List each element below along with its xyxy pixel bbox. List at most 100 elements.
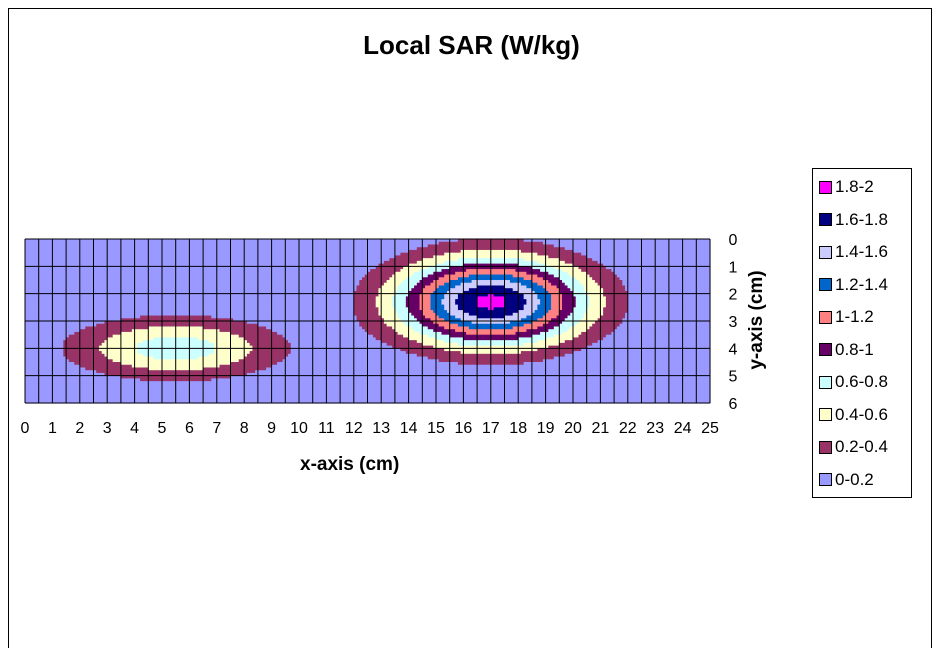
contour-cell: [216, 362, 221, 366]
contour-cell: [208, 372, 212, 377]
contour-cell: [172, 271, 177, 276]
contour-cell: [203, 334, 207, 338]
contour-cell: [96, 340, 100, 344]
contour-cell: [137, 288, 141, 292]
contour-cell: [60, 334, 64, 338]
contour-cell: [118, 239, 122, 243]
contour-cell: [145, 383, 149, 388]
contour-cell: [129, 394, 133, 399]
contour-cell: [205, 362, 210, 366]
contour-cell: [90, 386, 95, 390]
contour-cell: [140, 241, 144, 246]
contour-cell: [115, 249, 119, 254]
contour-cell: [52, 244, 56, 248]
contour-cell: [134, 255, 138, 259]
contour-cell: [151, 383, 155, 388]
contour-cell: [216, 372, 221, 377]
contour-cell: [203, 304, 207, 308]
contour-cell: [197, 364, 201, 369]
contour-cell: [194, 252, 199, 256]
contour-cell: [200, 351, 204, 355]
contour-cell: [192, 244, 196, 248]
contour-cell: [85, 241, 89, 246]
contour-cell: [181, 266, 185, 270]
contour-cell: [98, 397, 103, 401]
contour-cell: [44, 326, 48, 330]
contour-cell: [134, 351, 138, 355]
contour-cell: [104, 288, 108, 292]
contour-cell: [25, 266, 29, 270]
contour-cell: [25, 359, 29, 363]
contour-cell: [153, 299, 158, 303]
contour-cell: [71, 340, 75, 344]
contour-cell: [225, 239, 229, 243]
contour-cell: [148, 258, 152, 262]
contour-cell: [63, 356, 67, 360]
contour-cell: [140, 400, 144, 404]
contour-cell: [79, 299, 84, 303]
contour-cell: [68, 386, 73, 390]
contour-cell: [52, 337, 56, 341]
contour-cell: [49, 280, 53, 284]
contour-cell: [109, 345, 114, 349]
contour-cell: [112, 370, 117, 374]
contour-cell: [79, 312, 84, 317]
contour-cell: [33, 301, 37, 306]
contour-cell: [162, 288, 166, 292]
contour-cell: [44, 241, 48, 246]
contour-cell: [77, 375, 81, 379]
contour-cell: [44, 392, 48, 396]
contour-cell: [153, 326, 158, 330]
contour-cell: [205, 342, 210, 347]
contour-cell: [162, 364, 166, 369]
contour-cell: [71, 285, 75, 289]
contour-cell: [140, 389, 144, 393]
contour-cell: [137, 367, 141, 371]
contour-cell: [137, 337, 141, 341]
contour-cell: [162, 329, 166, 333]
contour-cell: [126, 353, 130, 358]
contour-cell: [151, 331, 155, 336]
contour-cell: [98, 389, 103, 393]
contour-cell: [77, 348, 81, 352]
contour-cell: [49, 285, 53, 289]
contour-cell: [181, 353, 185, 358]
contour-cell: [57, 367, 62, 371]
contour-cell: [93, 277, 97, 281]
contour-cell: [189, 367, 193, 371]
contour-cell: [60, 239, 64, 243]
contour-cell: [156, 263, 160, 267]
contour-cell: [98, 263, 103, 267]
contour-cell: [55, 271, 59, 276]
contour-cell: [167, 321, 171, 325]
contour-cell: [203, 263, 207, 267]
contour-cell: [27, 359, 32, 363]
contour-cell: [186, 271, 190, 276]
contour-cell: [219, 252, 223, 256]
contour-cell: [71, 353, 75, 358]
contour-cell: [82, 255, 86, 259]
contour-cell: [104, 274, 108, 278]
contour-cell: [66, 312, 70, 317]
contour-cell: [68, 321, 73, 325]
contour-cell: [63, 239, 67, 243]
contour-cell: [33, 293, 37, 297]
contour-cell: [181, 392, 185, 396]
contour-cell: [205, 356, 210, 360]
contour-cell: [178, 353, 182, 358]
contour-cell: [93, 260, 97, 265]
contour-cell: [164, 239, 169, 243]
contour-cell: [192, 326, 196, 330]
contour-cell: [46, 370, 51, 374]
contour-cell: [118, 285, 122, 289]
contour-cell: [151, 255, 155, 259]
contour-cell: [52, 353, 56, 358]
contour-cell: [112, 318, 117, 322]
contour-cell: [107, 389, 111, 393]
contour-cell: [120, 323, 125, 328]
contour-cell: [55, 247, 59, 251]
contour-cell: [25, 386, 29, 390]
contour-cell: [205, 318, 210, 322]
contour-cell: [142, 244, 147, 248]
contour-cell: [178, 375, 182, 379]
